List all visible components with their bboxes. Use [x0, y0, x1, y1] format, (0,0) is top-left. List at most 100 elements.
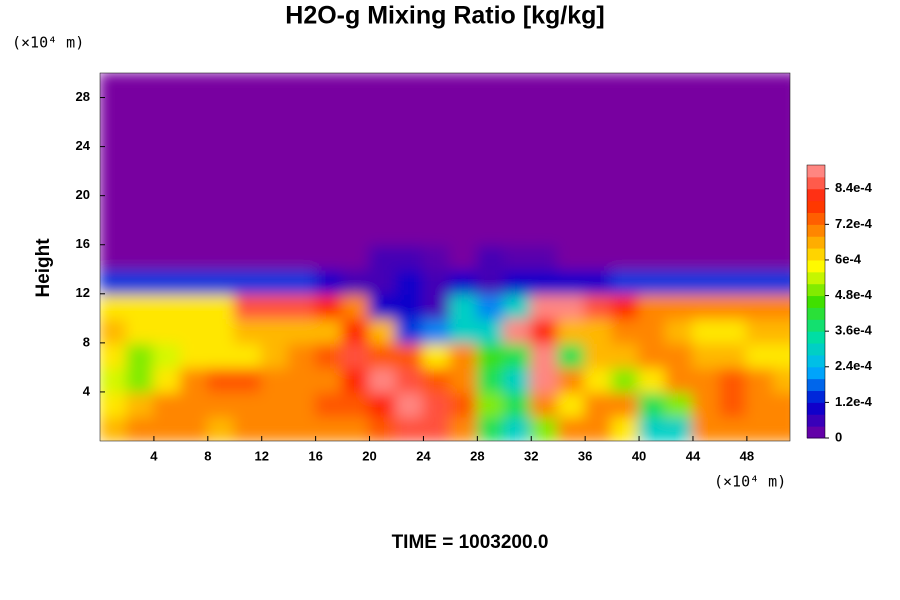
cell: [772, 366, 790, 393]
cell: [584, 341, 614, 369]
cell: [557, 219, 587, 246]
cell: [125, 170, 155, 197]
cell: [718, 219, 748, 246]
cell: [125, 366, 155, 393]
cell: [638, 145, 668, 173]
cell: [368, 268, 398, 295]
cell: [611, 194, 641, 222]
colorbar-band: [807, 224, 825, 237]
cell: [718, 121, 748, 148]
cell: [691, 170, 721, 197]
y-tick-label: 28: [76, 89, 90, 104]
cell: [557, 73, 587, 99]
colorbar-band: [807, 354, 825, 368]
cell: [584, 121, 614, 148]
y-tick-label: 4: [83, 383, 91, 398]
colorbar-band: [807, 426, 825, 439]
cell: [449, 415, 479, 441]
cell: [152, 121, 182, 148]
cell: [665, 170, 694, 197]
cell: [206, 121, 236, 148]
cell: [691, 96, 721, 124]
cell: [718, 194, 748, 222]
cell: [665, 96, 694, 124]
x-tick-label: 12: [254, 448, 268, 463]
cell: [422, 292, 452, 320]
cell: [368, 219, 398, 246]
cell: [100, 219, 128, 246]
cell: [718, 243, 748, 271]
cell: [718, 366, 748, 393]
cell: [125, 121, 155, 148]
cell: [638, 317, 668, 344]
cell: [503, 219, 533, 246]
cell: [179, 219, 209, 246]
cell: [584, 96, 614, 124]
cell: [179, 121, 209, 148]
cell: [476, 243, 506, 271]
cell: [152, 145, 182, 173]
cell: [691, 219, 721, 246]
x-tick-label: 16: [308, 448, 322, 463]
cell: [691, 317, 721, 344]
time-label: TIME = 1003200.0: [392, 532, 549, 553]
cell: [179, 366, 209, 393]
cell: [638, 341, 668, 369]
cell: [772, 170, 790, 197]
cell: [772, 317, 790, 344]
cell: [530, 73, 560, 99]
cell: [341, 121, 371, 148]
cell: [611, 366, 641, 393]
cell: [503, 73, 533, 99]
cell: [125, 317, 155, 344]
cell: [368, 341, 398, 369]
cell: [665, 415, 694, 441]
cell: [395, 121, 425, 148]
cell: [233, 73, 263, 99]
cell: [476, 268, 506, 295]
cell: [152, 268, 182, 295]
cell: [422, 268, 452, 295]
cell: [152, 219, 182, 246]
cell: [260, 96, 290, 124]
cell: [395, 390, 425, 418]
cell: [395, 243, 425, 271]
cell: [745, 219, 775, 246]
colorbar-frame: [806, 164, 826, 439]
cell: [557, 268, 587, 295]
cell: [449, 292, 479, 320]
cell: [287, 96, 317, 124]
cell: [584, 292, 614, 320]
cell: [772, 121, 790, 148]
cell: [179, 145, 209, 173]
cell: [638, 292, 668, 320]
cell: [449, 341, 479, 369]
cell: [314, 243, 344, 271]
cell: [152, 292, 182, 320]
cell: [206, 145, 236, 173]
cell: [718, 415, 748, 441]
cell: [449, 390, 479, 418]
cell: [125, 73, 155, 99]
cell: [233, 219, 263, 246]
cell: [772, 243, 790, 271]
cell: [745, 390, 775, 418]
cell: [476, 73, 506, 99]
cell: [584, 194, 614, 222]
cell: [584, 366, 614, 393]
cell: [422, 170, 452, 197]
colorbar-band: [807, 402, 825, 415]
cell: [611, 292, 641, 320]
cell: [100, 96, 128, 124]
cell: [584, 219, 614, 246]
x-tick-label: 32: [524, 448, 538, 463]
cell: [557, 415, 587, 441]
cell: [152, 415, 182, 441]
cell: [584, 268, 614, 295]
cell: [368, 390, 398, 418]
cell: [233, 366, 263, 393]
cell: [422, 145, 452, 173]
cell: [206, 219, 236, 246]
cell: [665, 219, 694, 246]
cell: [368, 366, 398, 393]
